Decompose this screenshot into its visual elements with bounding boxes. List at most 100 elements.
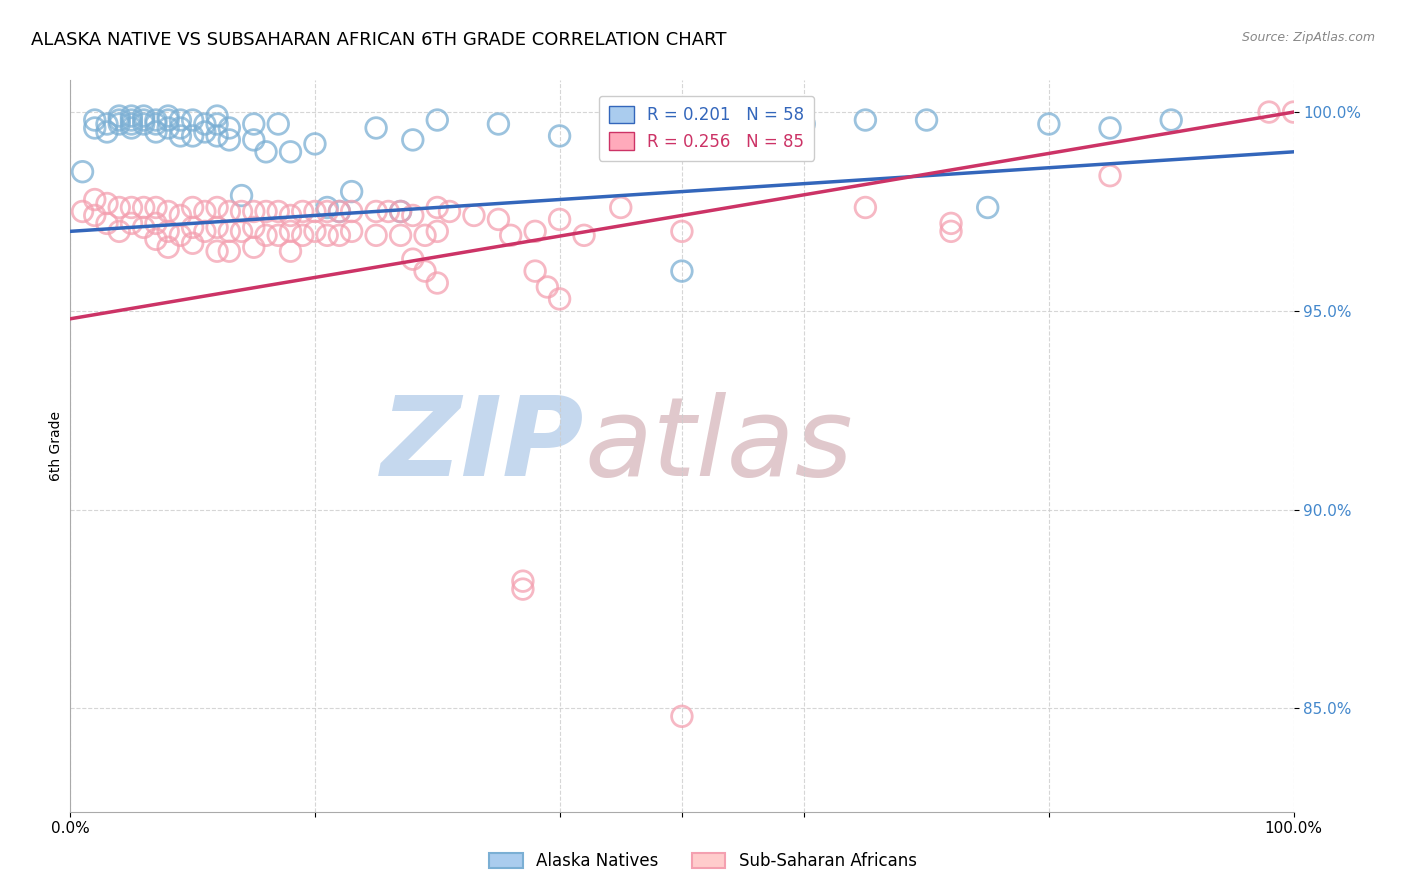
Point (524, 264, 547, 278)
Point (366, 228, 388, 243)
Point (1282, 105, 1305, 120)
Point (132, 109, 155, 123)
Text: atlas: atlas (583, 392, 852, 500)
Point (291, 204, 314, 219)
Point (413, 264, 436, 278)
Point (194, 125, 217, 139)
Point (145, 232, 167, 246)
Point (157, 113, 180, 128)
Point (280, 244, 302, 259)
Point (548, 128, 571, 143)
Point (96, 117, 118, 131)
Point (108, 117, 131, 131)
Point (389, 204, 412, 219)
Point (328, 204, 350, 219)
Point (291, 228, 314, 243)
Legend: Alaska Natives, Sub-Saharan Africans: Alaska Natives, Sub-Saharan Africans (482, 846, 924, 877)
Point (366, 204, 388, 219)
Point (218, 204, 240, 219)
Point (793, 117, 815, 131)
Point (402, 252, 425, 267)
Point (121, 201, 143, 215)
Point (205, 128, 228, 143)
Point (157, 120, 180, 135)
Point (157, 109, 180, 123)
Point (194, 117, 217, 131)
Point (181, 128, 204, 143)
Point (194, 204, 217, 219)
Point (145, 117, 167, 131)
Point (267, 228, 290, 243)
Point (218, 133, 240, 147)
Point (340, 185, 363, 199)
Point (426, 113, 449, 128)
Point (340, 204, 363, 219)
Point (243, 240, 266, 254)
Point (254, 145, 277, 159)
Point (145, 216, 167, 230)
Point (145, 125, 167, 139)
Point (1099, 169, 1122, 183)
Point (145, 201, 167, 215)
Point (328, 228, 350, 243)
Point (426, 224, 449, 238)
Point (280, 209, 302, 223)
Point (108, 109, 131, 123)
Point (218, 244, 240, 259)
Point (499, 228, 522, 243)
Point (205, 109, 228, 123)
Point (83, 193, 105, 207)
Point (463, 209, 485, 223)
Point (181, 201, 204, 215)
Point (1258, 105, 1281, 120)
Point (231, 224, 253, 238)
Point (671, 709, 693, 723)
Point (671, 224, 693, 238)
Point (304, 204, 326, 219)
Point (181, 236, 204, 251)
Point (304, 224, 326, 238)
Point (1099, 120, 1122, 135)
Point (328, 204, 350, 219)
Legend: R = 0.201   N = 58, R = 0.256   N = 85: R = 0.201 N = 58, R = 0.256 N = 85 (599, 96, 814, 161)
Point (108, 113, 131, 128)
Point (205, 244, 228, 259)
Point (316, 228, 339, 243)
Point (915, 113, 938, 128)
Point (157, 240, 180, 254)
Point (316, 201, 339, 215)
Point (426, 201, 449, 215)
Point (121, 216, 143, 230)
Point (304, 136, 326, 151)
Point (96, 125, 118, 139)
Point (671, 264, 693, 278)
Point (205, 220, 228, 235)
Point (121, 117, 143, 131)
Point (439, 204, 461, 219)
Point (377, 204, 399, 219)
Point (243, 220, 266, 235)
Text: ALASKA NATIVE VS SUBSAHARAN AFRICAN 6TH GRADE CORRELATION CHART: ALASKA NATIVE VS SUBSAHARAN AFRICAN 6TH … (31, 31, 727, 49)
Point (976, 201, 998, 215)
Point (169, 120, 191, 135)
Point (389, 228, 412, 243)
Point (402, 209, 425, 223)
Point (132, 117, 155, 131)
Point (855, 201, 877, 215)
Point (205, 201, 228, 215)
Point (389, 204, 412, 219)
Point (733, 113, 755, 128)
Point (316, 204, 339, 219)
Point (205, 117, 228, 131)
Point (254, 204, 277, 219)
Point (181, 113, 204, 128)
Point (939, 216, 962, 230)
Point (121, 109, 143, 123)
Point (157, 224, 180, 238)
Point (121, 120, 143, 135)
Point (572, 228, 595, 243)
Point (524, 224, 547, 238)
Point (169, 228, 191, 243)
Point (231, 204, 253, 219)
Point (610, 201, 633, 215)
